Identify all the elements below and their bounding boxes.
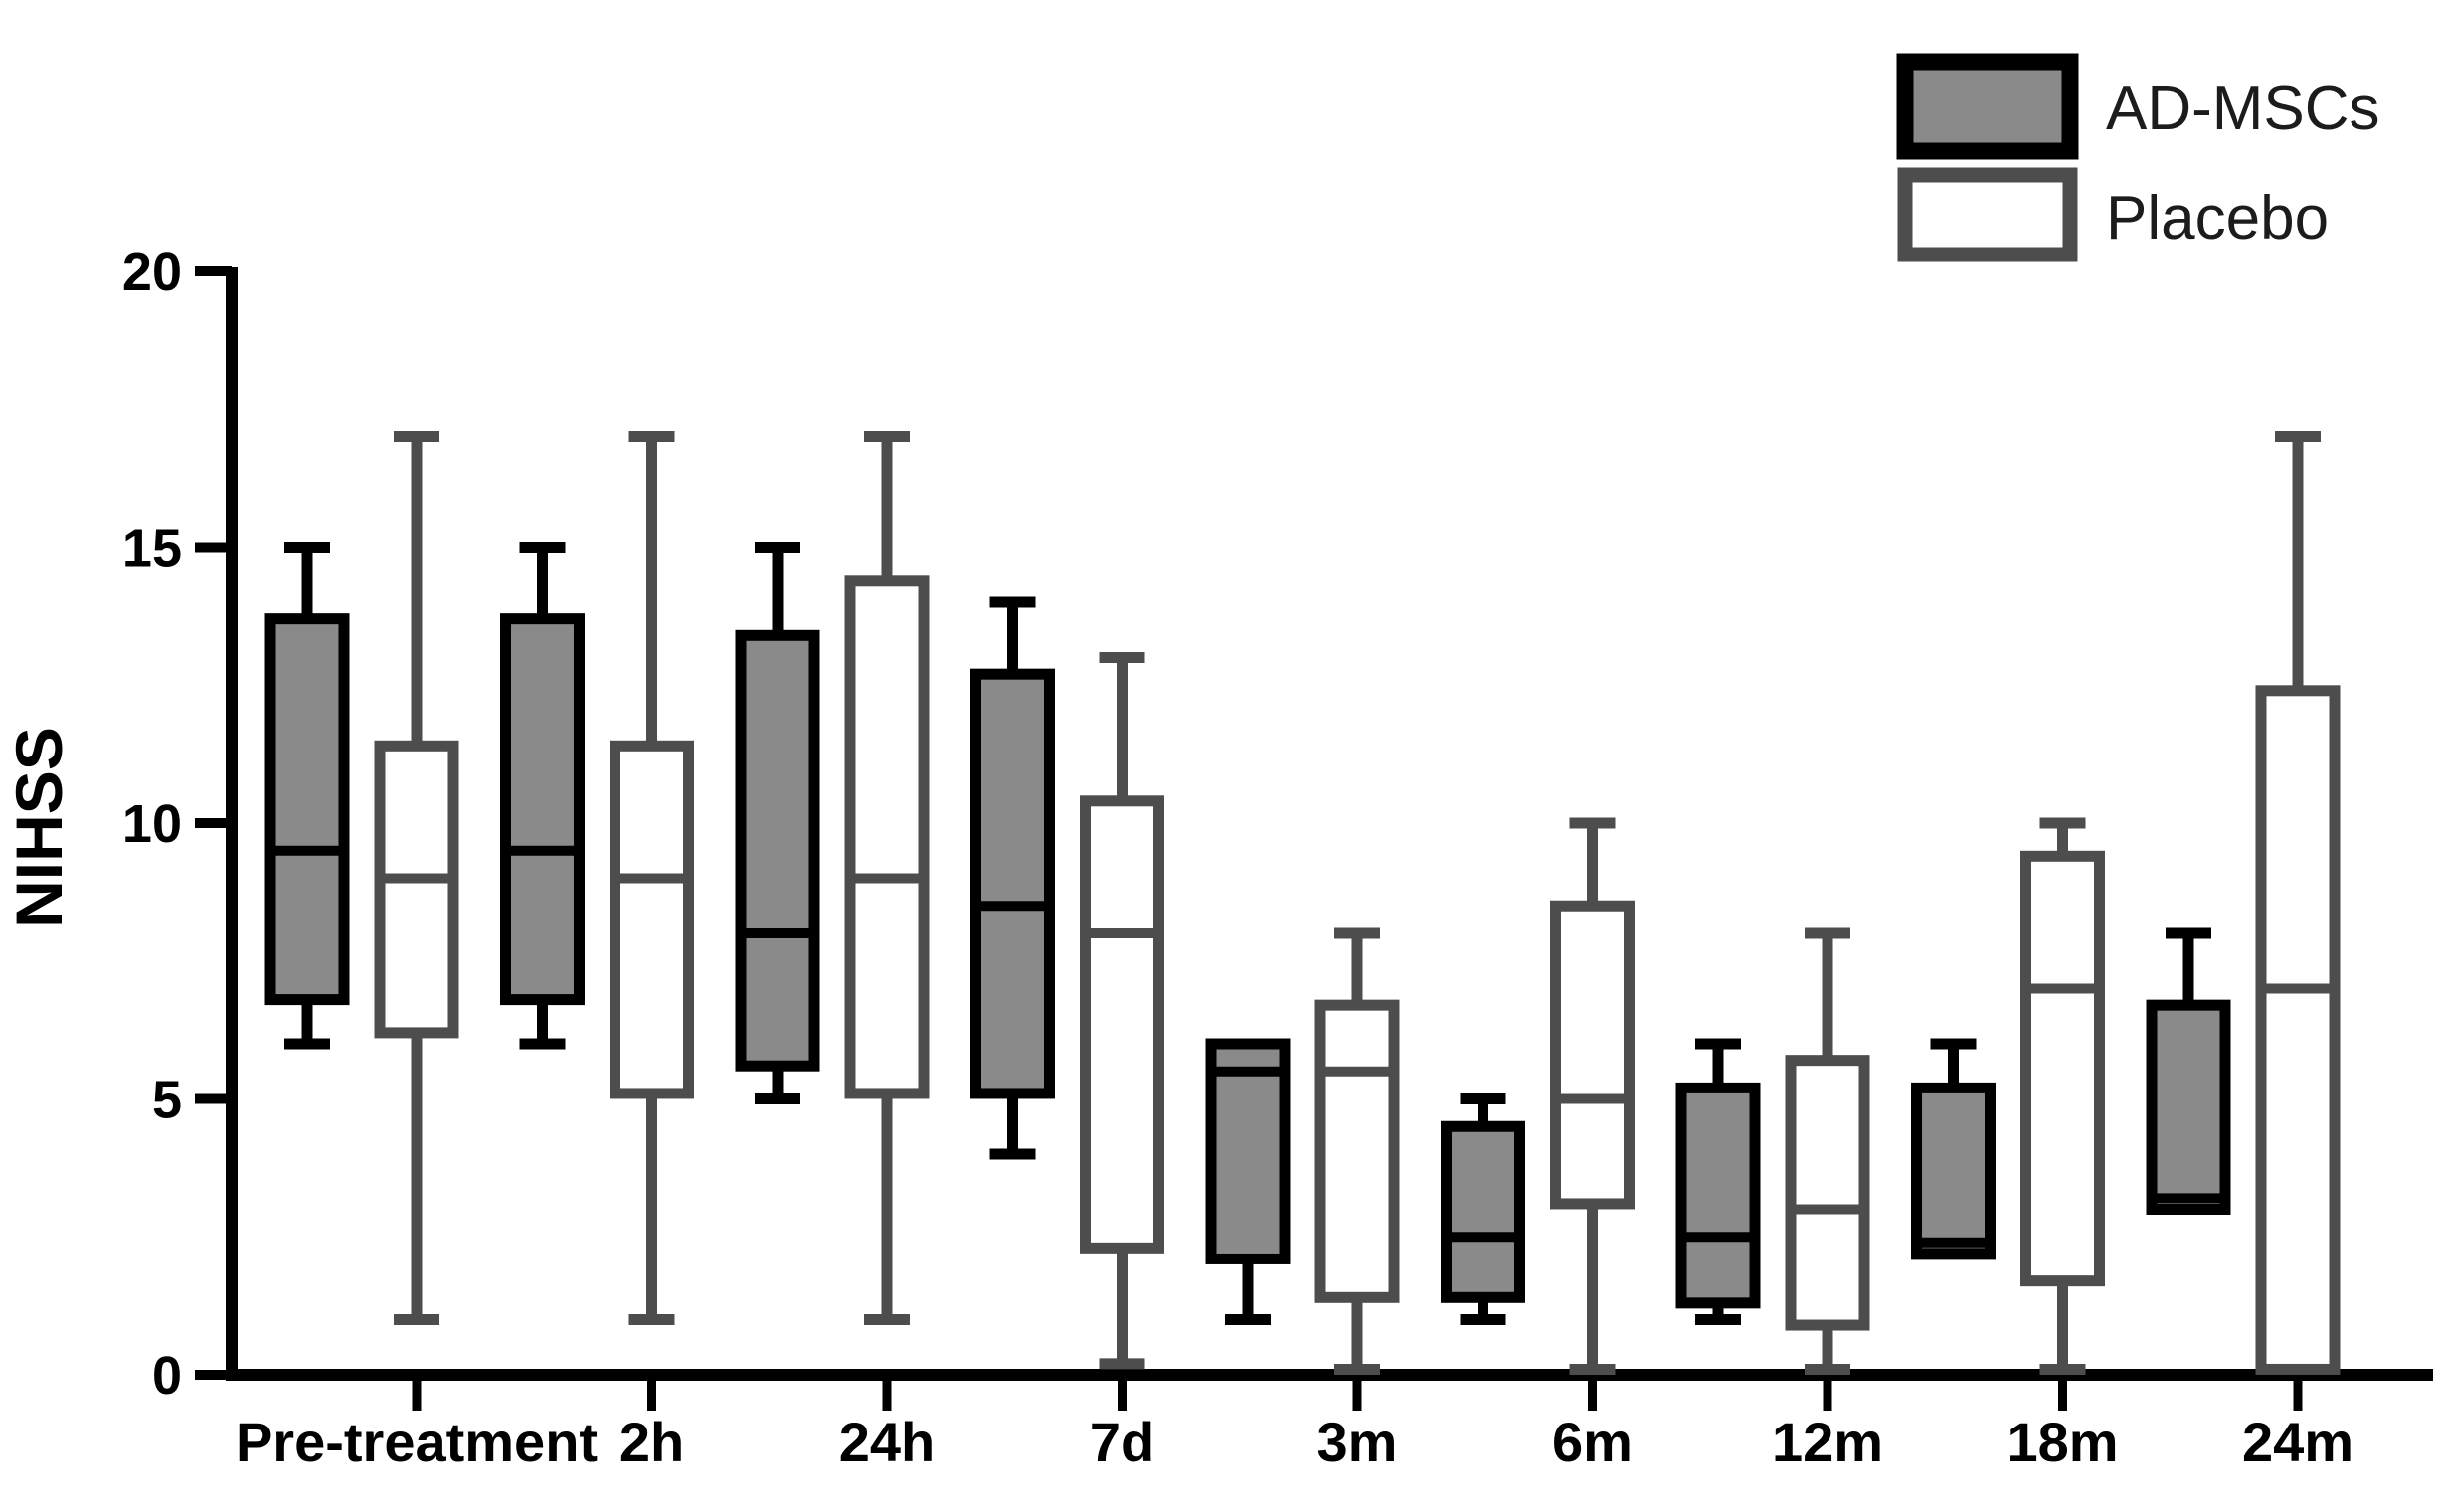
box-placebo-18m [2020, 850, 2105, 1287]
box-placebo-3m [1314, 999, 1400, 1303]
box-ad-mscs-12m [1675, 1082, 1761, 1309]
box-ad-mscs-3m [1205, 1038, 1291, 1264]
x-category-label-6m: 6m [1552, 1411, 1633, 1473]
axes-layer [195, 266, 2433, 1411]
box-placebo-24m [2255, 685, 2341, 1375]
x-category-label-2h: 2h [619, 1411, 684, 1473]
box-ad-mscs-7d [970, 668, 1055, 1099]
box-placebo-2h [610, 740, 694, 1099]
box-ad-mscs-pre-treatment [264, 613, 350, 1006]
legend-label-ad-mscs: AD-MSCs [2106, 75, 2380, 143]
boxes-layer [264, 431, 2341, 1375]
box-placebo-6m [1550, 900, 1635, 1210]
legend-label-placebo: Placebo [2106, 184, 2329, 252]
y-tick-label-20: 20 [122, 243, 182, 302]
x-category-label-18m: 18m [2006, 1411, 2118, 1473]
box-ad-mscs-18m [1911, 1082, 1996, 1260]
legend-swatch-placebo [1897, 167, 2078, 262]
legend: AD-MSCs Placebo [1896, 53, 2380, 262]
box-placebo-pre-treatment [374, 740, 459, 1039]
x-category-label-pre-treatment: Pre-treatment [236, 1411, 598, 1473]
y-tick-label-15: 15 [122, 519, 182, 579]
x-category-label-3m: 3m [1317, 1411, 1398, 1473]
box-placebo-12m [1785, 1055, 1870, 1331]
y-tick-label-0: 0 [152, 1346, 182, 1406]
y-tick-label-5: 5 [152, 1071, 182, 1130]
x-category-label-12m: 12m [1772, 1411, 1883, 1473]
box-placebo-7d [1080, 795, 1164, 1254]
y-axis-title: NIHSS [2, 727, 76, 927]
box-ad-mscs-6m [1441, 1120, 1525, 1303]
legend-swatch-ad-mscs [1896, 53, 2079, 160]
x-category-label-7d: 7d [1090, 1411, 1154, 1473]
x-category-label-24h: 24h [839, 1411, 936, 1473]
y-tick-label-10: 10 [122, 794, 182, 854]
box-placebo-24h [844, 575, 930, 1099]
box-ad-mscs-2h [500, 613, 585, 1006]
axis-labels-layer: 0 5 10 15 20 Pre-treatment 2h 24h 7d 3m 6m 12m 18m 24… [122, 243, 2353, 1473]
x-category-label-24m: 24m [2242, 1411, 2353, 1473]
box-ad-mscs-24h [735, 629, 820, 1072]
box-ad-mscs-24m [2146, 999, 2231, 1216]
